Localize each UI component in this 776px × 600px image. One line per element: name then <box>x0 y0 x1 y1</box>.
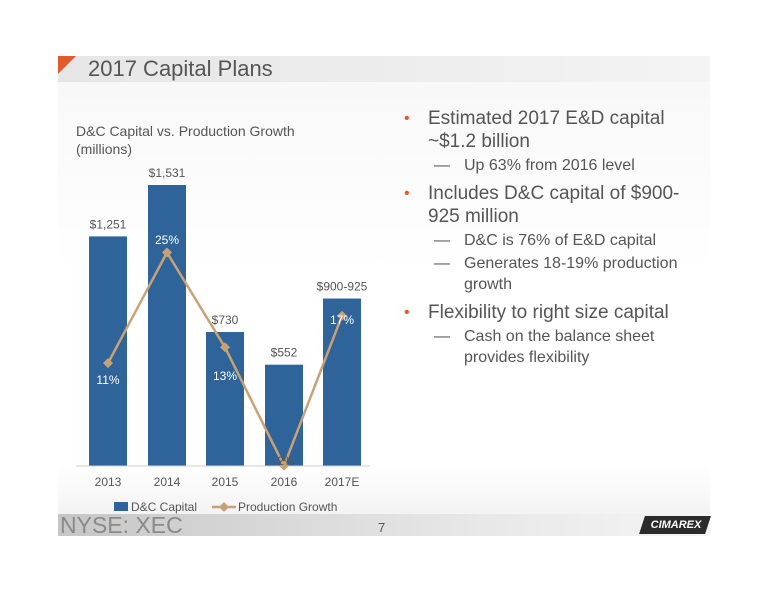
chart-title-line-2: (millions) <box>76 141 132 157</box>
bar-value-label: $730 <box>212 313 239 327</box>
bar-value-label: $1,531 <box>149 166 186 180</box>
x-tick-label: 2016 <box>271 475 298 489</box>
company-logo-text: CIMAREX <box>650 519 702 531</box>
sub-bullet-item: — Cash on the balance sheet provides flex… <box>398 326 698 368</box>
bar-value-label: $1,251 <box>90 217 127 231</box>
title-bar <box>58 56 710 82</box>
bullet-glyph: • <box>404 110 410 127</box>
bar-value-label: $552 <box>271 346 298 360</box>
line-value-label: -2% <box>273 454 295 468</box>
x-tick-label: 2015 <box>212 475 239 489</box>
line-point <box>162 247 172 258</box>
line-point <box>103 358 113 369</box>
chart-title: D&C Capital vs. Production Growth (milli… <box>76 122 336 158</box>
bullet-list: • Estimated 2017 E&D capital ~$1.2 billio… <box>398 107 698 370</box>
chart: $1,251 $1,531 $730 $552 $900-925 2013 2014 2015… <box>76 166 370 514</box>
sub-bullet-text: D&C is 76% of E&D capital <box>464 232 657 249</box>
line-point <box>220 342 230 353</box>
sub-bullet-item: — Generates 18-19% production growth <box>398 253 698 295</box>
bullet-text: Flexibility to right size capital <box>428 302 669 323</box>
legend-label-production-growth: Production Growth <box>238 500 337 514</box>
x-tick-label: 2014 <box>154 475 181 489</box>
line-value-label: 11% <box>96 373 119 387</box>
sub-bullet-text: Generates 18-19% production growth <box>464 255 678 293</box>
footer-band <box>58 514 710 536</box>
sub-bullet-text: Up 63% from 2016 level <box>464 157 635 174</box>
bullet-glyph: • <box>404 185 410 202</box>
chart-title-line-1: D&C Capital vs. Production Growth <box>76 123 295 139</box>
x-tick-label: 2017E <box>325 475 360 489</box>
bar-value-label: $900-925 <box>317 280 368 294</box>
bullet-text: Includes D&C capital of $900-925 million <box>428 183 680 227</box>
bar <box>89 236 127 466</box>
line-value-label: 17% <box>330 313 354 327</box>
title-accent-triangle <box>58 56 76 74</box>
bar <box>265 364 303 466</box>
line-value-label: 25% <box>155 233 179 247</box>
bullet-item: • Estimated 2017 E&D capital ~$1.2 billio… <box>398 107 698 153</box>
bar <box>323 298 361 466</box>
sub-bullet-text: Cash on the balance sheet provides flexi… <box>464 328 655 366</box>
bar <box>206 332 244 466</box>
line-value-label: 13% <box>213 369 237 383</box>
page-number: 7 <box>378 520 386 535</box>
sub-bullet-glyph: — <box>434 232 450 249</box>
x-tick-label: 2013 <box>95 475 122 489</box>
bullet-item: • Includes D&C capital of $900-925 millio… <box>398 182 698 228</box>
footer-ticker: NYSE: XEC <box>60 512 183 538</box>
sub-bullet-item: — D&C is 76% of E&D capital <box>398 230 698 251</box>
sub-bullet-glyph: — <box>434 255 450 272</box>
legend-marker <box>219 502 229 512</box>
legend-swatch-bar <box>114 502 128 511</box>
legend-label-dc-capital: D&C Capital <box>131 500 197 514</box>
slide: 2017 Capital Plans D&C Capital vs. Produ… <box>58 56 711 538</box>
bullet-text: Estimated 2017 E&D capital ~$1.2 billion <box>428 108 665 152</box>
bar <box>148 185 186 466</box>
sub-bullet-glyph: — <box>434 328 450 345</box>
slide-title: 2017 Capital Plans <box>88 56 273 81</box>
sub-bullet-glyph: — <box>434 157 450 174</box>
sub-bullet-item: — Up 63% from 2016 level <box>398 155 698 176</box>
bullet-glyph: • <box>404 304 410 321</box>
bullet-item: • Flexibility to right size capital <box>398 301 698 324</box>
line-point <box>337 310 347 321</box>
line-point <box>279 460 289 471</box>
